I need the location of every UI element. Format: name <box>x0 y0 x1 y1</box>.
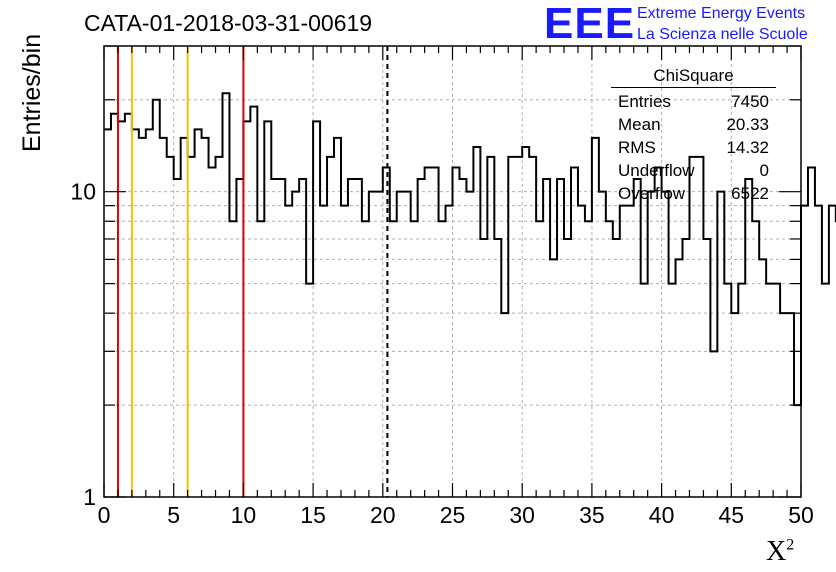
stats-label: RMS <box>618 138 656 157</box>
y-axis-label: Entries/bin <box>18 33 46 152</box>
stats-value: 20.33 <box>726 115 769 134</box>
histogram-series <box>104 92 836 407</box>
logo-caption: Extreme Energy Events La Scienza nelle S… <box>637 3 808 45</box>
stats-value: 7450 <box>731 92 769 111</box>
stats-label: Mean <box>618 115 661 134</box>
x-tick-label: 25 <box>440 502 466 528</box>
stats-value: 0 <box>759 161 769 180</box>
stats-row: Underflow 0 <box>611 159 776 182</box>
x-axis-label: X2 <box>766 536 794 568</box>
stats-value: 14.32 <box>726 138 769 157</box>
x-axis-label-sup: 2 <box>786 536 795 554</box>
stats-label: Overflow <box>618 184 686 203</box>
stats-row: Mean 20.33 <box>611 113 776 136</box>
x-tick-label: 0 <box>98 502 111 528</box>
stats-row: Overflow 6522 <box>611 182 776 205</box>
chart-title: CATA-01-2018-03-31-00619 <box>84 10 373 36</box>
x-tick-label: 50 <box>788 502 814 528</box>
eee-logo: EEE <box>544 0 636 48</box>
x-tick-label: 30 <box>509 502 535 528</box>
x-tick-label: 45 <box>719 502 745 528</box>
x-tick-label: 20 <box>370 502 396 528</box>
stats-title: ChiSquare <box>611 66 776 88</box>
marker-lines <box>116 46 389 497</box>
stats-value: 6522 <box>731 184 769 203</box>
x-tick-label: 35 <box>579 502 605 528</box>
x-axis-label-text: X <box>766 536 787 567</box>
stats-row: Entries 7450 <box>611 90 776 113</box>
logo-line2: La Scienza nelle Scuole <box>637 26 808 43</box>
axis-ticks: 0 5 10 15 20 25 30 35 40 45 50 1 10 <box>70 45 814 528</box>
x-tick-label: 40 <box>649 502 675 528</box>
y-tick-label: 10 <box>70 179 96 205</box>
stats-box: ChiSquare Entries 7450 Mean 20.33 RMS 14.32… <box>611 66 776 205</box>
x-tick-label: 5 <box>167 502 180 528</box>
logo-line1: Extreme Energy Events <box>637 5 806 22</box>
stats-label: Underflow <box>618 161 695 180</box>
stats-label: Entries <box>618 92 671 111</box>
stats-row: RMS 14.32 <box>611 136 776 159</box>
x-tick-label: 15 <box>300 502 326 528</box>
histogram-step-line <box>104 92 836 407</box>
y-tick-label: 1 <box>83 484 96 510</box>
x-tick-label: 10 <box>231 502 257 528</box>
